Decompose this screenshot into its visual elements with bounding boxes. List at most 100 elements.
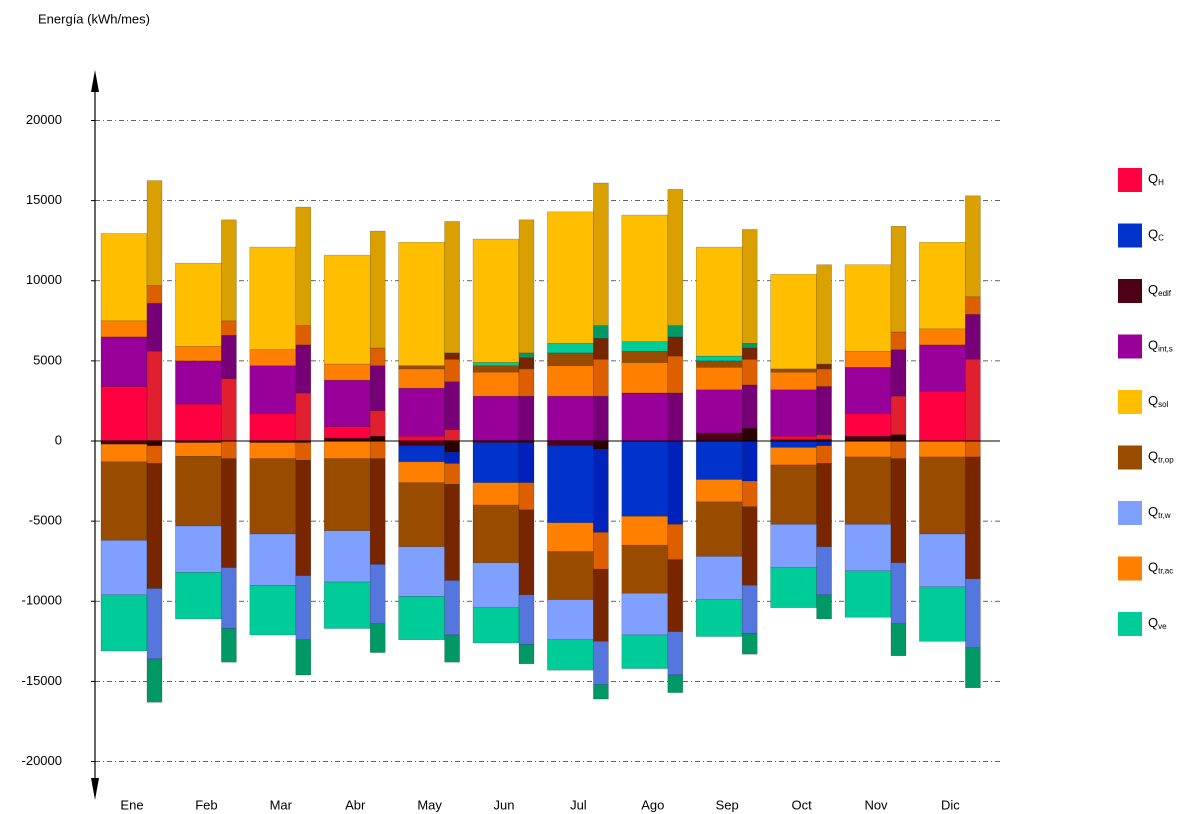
bar-segment	[667, 631, 684, 676]
bar-segment	[295, 392, 312, 442]
bar-segment	[100, 443, 148, 463]
bar-segment	[398, 365, 445, 370]
bar-segment	[816, 546, 832, 596]
bar-segment	[369, 458, 386, 565]
bar-segment	[175, 442, 222, 457]
bar-segment	[890, 458, 907, 564]
bar-segment	[965, 296, 981, 315]
bar-segment	[518, 442, 535, 483]
bar-segment	[146, 445, 163, 464]
bar-segment	[249, 533, 297, 586]
bar-segment	[547, 342, 594, 354]
y-tick-label: -20000	[22, 753, 62, 768]
bar-segment	[844, 367, 892, 415]
bar-segment	[741, 347, 758, 360]
bar-segment	[444, 484, 460, 581]
bar-segment	[221, 320, 237, 336]
legend-name: Q	[1148, 504, 1158, 519]
bar-segment	[844, 440, 892, 458]
bar-segment	[398, 387, 445, 437]
x-tick-label: Feb	[195, 797, 217, 812]
bar-segment	[472, 238, 520, 363]
bar-segment	[593, 532, 609, 570]
bar-segment	[221, 378, 237, 442]
x-tick-label: Ene	[120, 797, 143, 812]
bar-segment	[444, 429, 460, 442]
bar-segment	[695, 389, 743, 434]
bar-segment	[323, 426, 371, 439]
bar-segment	[518, 352, 535, 358]
x-tick-label: Oct	[791, 797, 812, 812]
bar-segment	[547, 551, 594, 600]
bar-segment	[518, 368, 535, 397]
bar-segment	[398, 435, 445, 442]
bar-segment	[741, 359, 758, 386]
bar-segment	[249, 458, 297, 535]
bar-segment	[621, 544, 669, 594]
bar-segment	[547, 211, 594, 344]
bar-segment	[221, 567, 237, 629]
bar-segment	[444, 451, 460, 464]
bar-segment	[695, 440, 743, 480]
bar-segment	[695, 599, 743, 637]
legend-sub: int,s	[1158, 345, 1173, 354]
bar-segment	[398, 242, 445, 366]
bar-segment	[323, 363, 371, 381]
bar-segment	[472, 362, 520, 366]
bar-segment	[175, 403, 222, 442]
bar-segment	[472, 395, 520, 442]
bar-segment	[323, 458, 371, 532]
bar-segment	[890, 331, 907, 350]
bar-segment	[444, 221, 460, 354]
bar-segment	[890, 349, 907, 397]
bar-segment	[770, 435, 817, 440]
bar-segment	[146, 285, 163, 304]
bar-segment	[741, 440, 758, 482]
bar-segment	[547, 440, 594, 447]
legend-sub: C	[1158, 234, 1164, 243]
bar-segment	[844, 456, 892, 525]
bar-segment	[890, 226, 907, 333]
bar-segment	[816, 440, 832, 447]
bar-segment	[249, 413, 297, 442]
bar-segment	[844, 413, 892, 437]
bar-segment	[518, 482, 535, 511]
x-tick-label: Dic	[941, 797, 960, 812]
bar-segment	[146, 351, 163, 442]
legend-sub: tr,ac	[1158, 567, 1173, 576]
bar-segment	[295, 639, 312, 676]
bar-segment	[221, 334, 237, 379]
legend-label: Qtr,op	[1148, 449, 1174, 465]
bar-segment	[621, 341, 669, 352]
legend-label: Qtr,ac	[1148, 560, 1173, 576]
bar-segment	[844, 435, 892, 442]
bar-segment	[593, 641, 609, 685]
x-tick-label: Nov	[864, 797, 888, 812]
bar-segment	[695, 246, 743, 357]
bar-segment	[919, 328, 966, 346]
bar-segment	[695, 355, 743, 362]
bar-segment	[175, 572, 222, 620]
legend-swatch	[1118, 223, 1142, 248]
legend-swatch	[1118, 501, 1142, 525]
bar-segment	[472, 442, 520, 483]
legend-sub: tr,op	[1158, 456, 1174, 465]
bar-segment	[398, 546, 445, 597]
bar-segment	[593, 568, 609, 642]
bar-segment	[816, 264, 832, 365]
bar-segment	[547, 352, 594, 366]
bar-segment	[175, 525, 222, 573]
bar-segment	[295, 344, 312, 394]
bar-segment	[146, 658, 163, 703]
bar-segment	[100, 540, 148, 596]
bar-segment	[518, 219, 535, 354]
x-tick-label: Ago	[641, 797, 664, 812]
bar-segment	[741, 342, 758, 349]
legend-swatch	[1118, 556, 1142, 581]
bar-segment	[100, 320, 148, 338]
x-tick-label: Jun	[494, 797, 515, 812]
bar-segment	[472, 482, 520, 506]
legend-sub: sol	[1158, 400, 1168, 409]
bar-segment	[621, 214, 669, 342]
bar-segment	[816, 368, 832, 387]
